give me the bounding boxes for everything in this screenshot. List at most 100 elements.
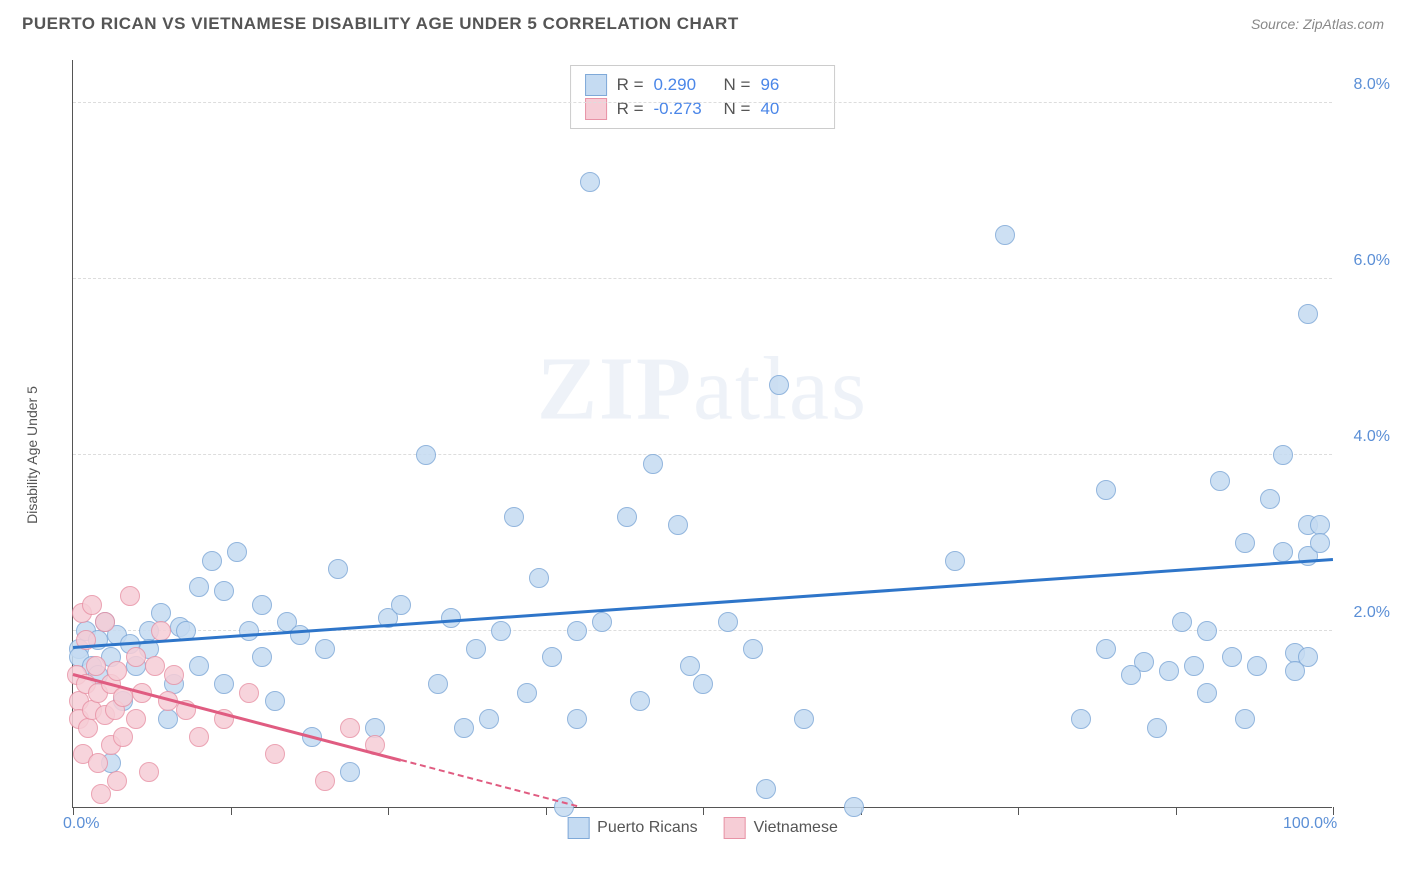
data-point: [265, 691, 285, 711]
data-point: [1197, 621, 1217, 641]
trend-line: [400, 759, 577, 807]
stats-legend-box: R =0.290N =96R =-0.273N =40: [570, 65, 836, 129]
data-point: [1096, 639, 1116, 659]
stat-r-value: 0.290: [654, 75, 714, 95]
data-point: [189, 577, 209, 597]
data-point: [1235, 709, 1255, 729]
data-point: [239, 621, 259, 641]
x-tick: [703, 807, 704, 815]
data-point: [680, 656, 700, 676]
data-point: [529, 568, 549, 588]
data-point: [315, 639, 335, 659]
data-point: [239, 683, 259, 703]
data-point: [214, 674, 234, 694]
data-point: [617, 507, 637, 527]
data-point: [428, 674, 448, 694]
data-point: [328, 559, 348, 579]
chart-header: PUERTO RICAN VS VIETNAMESE DISABILITY AG…: [0, 0, 1406, 44]
gridline: [73, 630, 1332, 631]
y-axis-label: Disability Age Under 5: [24, 386, 40, 524]
y-tick-label: 8.0%: [1354, 76, 1390, 94]
data-point: [1159, 661, 1179, 681]
data-point: [592, 612, 612, 632]
plot-area: ZIPatlas R =0.290N =96R =-0.273N =40 Pue…: [72, 60, 1332, 808]
data-point: [164, 665, 184, 685]
data-point: [1235, 533, 1255, 553]
data-point: [158, 709, 178, 729]
data-point: [315, 771, 335, 791]
data-point: [441, 608, 461, 628]
gridline: [73, 102, 1332, 103]
data-point: [91, 784, 111, 804]
data-point: [630, 691, 650, 711]
data-point: [1298, 647, 1318, 667]
stats-row: R =0.290N =96: [585, 74, 821, 96]
data-point: [491, 621, 511, 641]
gridline: [73, 454, 1332, 455]
stat-n-value: 96: [760, 75, 820, 95]
data-point: [504, 507, 524, 527]
legend-label: Puerto Ricans: [597, 819, 698, 837]
data-point: [1273, 445, 1293, 465]
data-point: [86, 656, 106, 676]
data-point: [107, 771, 127, 791]
data-point: [668, 515, 688, 535]
chart-title: PUERTO RICAN VS VIETNAMESE DISABILITY AG…: [22, 14, 739, 34]
data-point: [189, 656, 209, 676]
data-point: [126, 647, 146, 667]
data-point: [1172, 612, 1192, 632]
data-point: [1210, 471, 1230, 491]
data-point: [580, 172, 600, 192]
data-point: [1071, 709, 1091, 729]
series-swatch: [585, 74, 607, 96]
data-point: [88, 753, 108, 773]
data-point: [567, 709, 587, 729]
data-point: [1096, 480, 1116, 500]
data-point: [718, 612, 738, 632]
data-point: [454, 718, 474, 738]
data-point: [756, 779, 776, 799]
data-point: [693, 674, 713, 694]
legend-item: Puerto Ricans: [567, 817, 698, 839]
x-tick: [1018, 807, 1019, 815]
data-point: [151, 621, 171, 641]
data-point: [78, 718, 98, 738]
data-point: [743, 639, 763, 659]
data-point: [340, 762, 360, 782]
x-tick: [546, 807, 547, 815]
data-point: [479, 709, 499, 729]
data-point: [794, 709, 814, 729]
data-point: [214, 581, 234, 601]
y-tick-label: 6.0%: [1354, 252, 1390, 270]
data-point: [107, 661, 127, 681]
data-point: [265, 744, 285, 764]
x-tick-label: 0.0%: [63, 815, 99, 833]
data-point: [542, 647, 562, 667]
x-tick-label: 100.0%: [1283, 815, 1337, 833]
data-point: [290, 625, 310, 645]
legend-label: Vietnamese: [754, 819, 838, 837]
x-tick: [388, 807, 389, 815]
chart-container: Disability Age Under 5 ZIPatlas R =0.290…: [50, 50, 1390, 860]
data-point: [1298, 304, 1318, 324]
data-point: [517, 683, 537, 703]
data-point: [1147, 718, 1167, 738]
data-point: [844, 797, 864, 817]
data-point: [1310, 533, 1330, 553]
data-point: [945, 551, 965, 571]
data-point: [643, 454, 663, 474]
legend-swatch: [567, 817, 589, 839]
data-point: [189, 727, 209, 747]
data-point: [567, 621, 587, 641]
data-point: [466, 639, 486, 659]
chart-source: Source: ZipAtlas.com: [1251, 16, 1384, 32]
stat-n-label: N =: [724, 75, 751, 95]
data-point: [113, 727, 133, 747]
data-point: [416, 445, 436, 465]
data-point: [769, 375, 789, 395]
y-tick-label: 2.0%: [1354, 604, 1390, 622]
y-tick-label: 4.0%: [1354, 428, 1390, 446]
legend-swatch: [724, 817, 746, 839]
data-point: [1222, 647, 1242, 667]
series-legend: Puerto Ricans Vietnamese: [567, 817, 838, 839]
